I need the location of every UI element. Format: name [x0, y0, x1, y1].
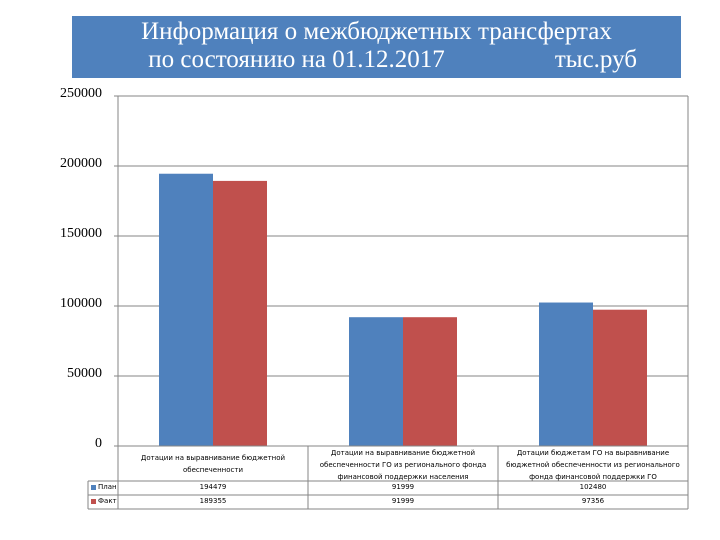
x-category-label: Дотации на выравнивание бюджетной обеспе… — [140, 454, 286, 474]
data-label: 97356 — [581, 497, 605, 505]
data-label: 91999 — [391, 483, 415, 491]
bar-plan — [539, 302, 593, 446]
y-tick-label: 100000 — [60, 296, 102, 311]
data-label: 189355 — [199, 497, 227, 505]
chart-title-line2: по состоянию на 01.12.2017 — [148, 46, 445, 73]
y-tick-label: 0 — [95, 436, 102, 451]
bar-fact — [213, 180, 267, 446]
chart-title-box: Информация о межбюджетных трансфертах по… — [72, 16, 681, 78]
bar-fact — [593, 309, 647, 446]
data-label: 91999 — [391, 497, 415, 505]
bar-plan — [159, 173, 213, 446]
y-tick-label: 50000 — [67, 366, 102, 381]
x-category-label: Дотации бюджетам ГО на выравнивание бюдж… — [506, 449, 680, 481]
data-label: 194479 — [199, 483, 227, 491]
bar-plan — [349, 317, 403, 446]
bar-fact — [403, 317, 457, 446]
legend-label: План — [98, 483, 117, 491]
x-category-label: Дотации на выравнивание бюджетной обеспе… — [319, 449, 487, 481]
legend-swatch — [91, 484, 96, 490]
chart-title-line1: Информация о межбюджетных трансфертах — [141, 18, 612, 45]
y-tick-label: 200000 — [60, 156, 102, 171]
chart-unit-label: тыс.руб — [554, 46, 637, 73]
legend-swatch — [91, 498, 96, 504]
y-tick-label: 150000 — [60, 226, 102, 241]
chart-title-line2-row: по состоянию на 01.12.2017 тыс.руб — [72, 46, 681, 74]
legend-label: Факт — [98, 497, 117, 505]
y-tick-label: 250000 — [60, 86, 102, 101]
legend-key-plan: План — [91, 481, 117, 494]
legend-key-fact: Факт — [91, 495, 117, 508]
data-label: 102480 — [579, 483, 607, 491]
